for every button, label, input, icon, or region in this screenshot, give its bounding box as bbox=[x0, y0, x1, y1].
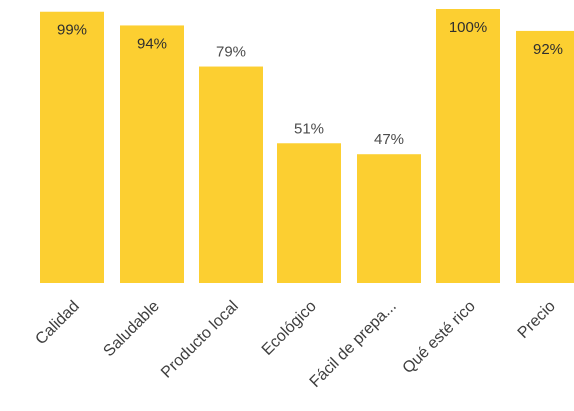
bar-4 bbox=[277, 143, 341, 283]
category-label-4: Ecológico bbox=[259, 298, 320, 359]
value-label-3: 79% bbox=[216, 44, 246, 61]
value-label-7: 92% bbox=[533, 41, 563, 58]
value-label-4: 51% bbox=[294, 120, 324, 137]
bar-5 bbox=[357, 154, 421, 283]
value-label-5: 47% bbox=[374, 131, 404, 148]
category-label-6: Qué esté rico bbox=[400, 298, 479, 377]
category-label-2: Saludable bbox=[100, 298, 162, 360]
value-label-1: 99% bbox=[57, 22, 87, 39]
value-label-6: 100% bbox=[449, 19, 487, 36]
bar-6 bbox=[436, 9, 500, 283]
bar-1 bbox=[40, 11, 104, 284]
category-label-7: Precio bbox=[515, 298, 559, 342]
category-label-3: Producto local bbox=[158, 298, 242, 382]
category-label-5: Fácil de prepa... bbox=[307, 298, 400, 391]
category-label-1: Calidad bbox=[32, 298, 82, 348]
value-label-2: 94% bbox=[137, 35, 167, 52]
bar-3 bbox=[199, 66, 263, 283]
bar-2 bbox=[120, 25, 184, 283]
bar-7 bbox=[516, 30, 574, 284]
